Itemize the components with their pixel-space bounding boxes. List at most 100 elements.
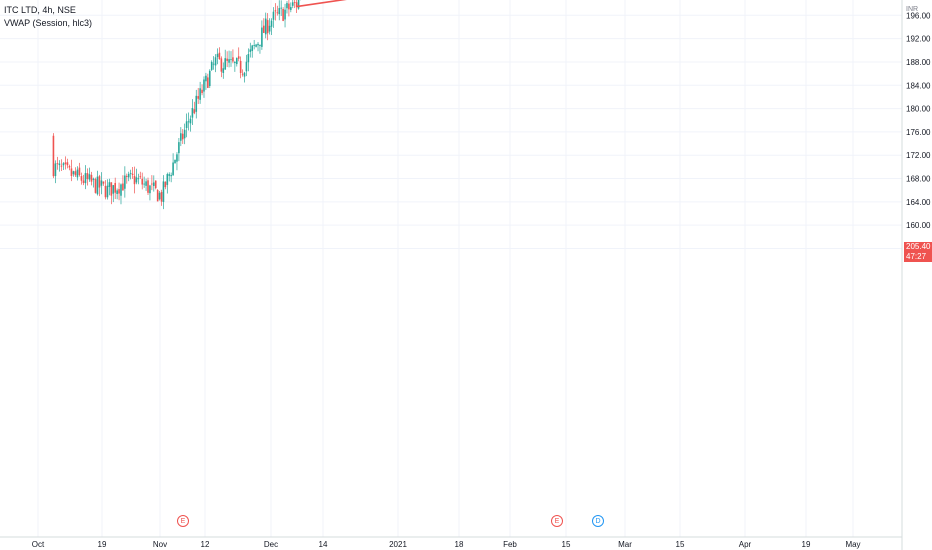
candle-body <box>137 178 140 180</box>
chart-legend: ITC LTD, 4h, NSE VWAP (Session, hlc3) <box>4 4 92 30</box>
candle-body <box>112 185 115 194</box>
candle-body <box>189 118 192 124</box>
time-tick-label: 14 <box>319 540 328 549</box>
candle-body <box>293 2 296 3</box>
candle-body <box>151 183 153 185</box>
time-tick-label: Apr <box>739 540 752 549</box>
candle-body <box>98 176 101 188</box>
candle-body <box>86 173 89 180</box>
drawings[interactable] <box>296 0 742 8</box>
candle-body <box>245 61 248 72</box>
candle-body <box>278 8 281 15</box>
candle-body <box>108 182 111 187</box>
candle-body <box>143 183 145 185</box>
candle-body <box>125 175 128 177</box>
currency-label: INR <box>906 6 918 13</box>
candle-body <box>122 183 124 191</box>
grid-lines <box>0 0 902 537</box>
price-tick-label: 196.00 <box>906 11 931 20</box>
candle-body <box>153 182 155 186</box>
time-tick-label: 15 <box>676 540 685 549</box>
earnings-event-icon[interactable]: E <box>551 515 563 527</box>
candle-body <box>131 173 134 175</box>
time-tick-label: 12 <box>201 540 210 549</box>
event-label: D <box>595 518 601 525</box>
candle-body <box>178 142 180 154</box>
event-label: E <box>554 518 560 525</box>
candle-body <box>147 180 149 193</box>
candle-body <box>116 190 118 194</box>
price-tick-label: 184.00 <box>906 81 931 90</box>
candle-body <box>237 56 240 59</box>
candle-body <box>276 12 279 14</box>
candle-body <box>139 176 142 178</box>
candle-body <box>230 59 232 61</box>
candle-body <box>110 182 113 196</box>
candle-body <box>291 2 294 6</box>
candle-body <box>102 181 105 184</box>
candle-body <box>280 7 282 9</box>
candle-body <box>141 178 144 185</box>
dividend-event-icon[interactable]: D <box>592 515 604 527</box>
candle-body <box>216 53 219 58</box>
earnings-event-icon[interactable]: E <box>177 515 189 527</box>
candle-body <box>255 44 257 47</box>
candle-body <box>220 58 223 72</box>
candle-body <box>234 62 236 64</box>
price-tick-label: 164.00 <box>906 198 931 207</box>
candle-body <box>164 181 167 188</box>
candle-body <box>284 9 286 20</box>
time-tick-label: 15 <box>562 540 571 549</box>
candle-body <box>241 73 244 75</box>
candle-body <box>226 58 228 61</box>
candle-body <box>129 172 132 174</box>
candle-body <box>88 174 91 180</box>
candle-body <box>210 61 213 70</box>
candle-body <box>154 180 157 189</box>
time-tick-label: 18 <box>455 540 464 549</box>
price-tick-label: 192.00 <box>906 35 931 44</box>
indicator-title[interactable]: VWAP (Session, hlc3) <box>4 18 93 28</box>
candle-body <box>288 3 290 10</box>
candle-body <box>94 179 97 193</box>
time-tick-label: 2021 <box>389 540 407 549</box>
time-tick-label: 19 <box>98 540 107 549</box>
candle-body <box>205 75 207 82</box>
candle-body <box>268 25 271 32</box>
candle-body <box>52 135 55 177</box>
candle-body <box>282 8 284 21</box>
time-tick-label: May <box>845 540 860 549</box>
candle-body <box>70 168 73 176</box>
candle-body <box>145 181 147 186</box>
candle-body <box>263 25 265 33</box>
price-tick-label: 172.00 <box>906 151 931 160</box>
last-price-value: 205.40 <box>906 242 931 251</box>
symbol-title[interactable]: ITC LTD, 4h, NSE <box>4 5 76 15</box>
candle-body <box>257 43 259 46</box>
candle-body <box>100 180 103 186</box>
candle-body <box>180 133 182 141</box>
candle-body <box>235 58 238 65</box>
candle-body <box>60 165 63 167</box>
candle-body <box>224 58 227 70</box>
candle-body <box>158 192 161 200</box>
candle-body <box>208 70 211 87</box>
candle-body <box>84 173 87 184</box>
last-price-tag: 205.40 47:27 <box>904 242 932 262</box>
candle-body <box>243 72 246 77</box>
candle-body <box>176 154 178 162</box>
candle-body <box>76 169 79 178</box>
candle-body <box>156 189 159 202</box>
candle-body <box>297 0 300 9</box>
candle-body <box>62 163 65 166</box>
candle-body <box>193 109 196 114</box>
price-tick-label: 188.00 <box>906 58 931 67</box>
time-axis[interactable]: Oct 19 Nov 12 Dec 14 2021 18 Feb 15 Mar 15 Apr 19 May <box>0 536 902 549</box>
price-axis[interactable]: INR248.00244.00240.00236.00232.00228.002… <box>901 0 931 550</box>
candle-body <box>228 59 230 63</box>
candle-body <box>232 57 234 62</box>
candle-body <box>201 89 203 94</box>
time-tick-label: Nov <box>153 540 167 549</box>
candle-body <box>58 163 61 166</box>
